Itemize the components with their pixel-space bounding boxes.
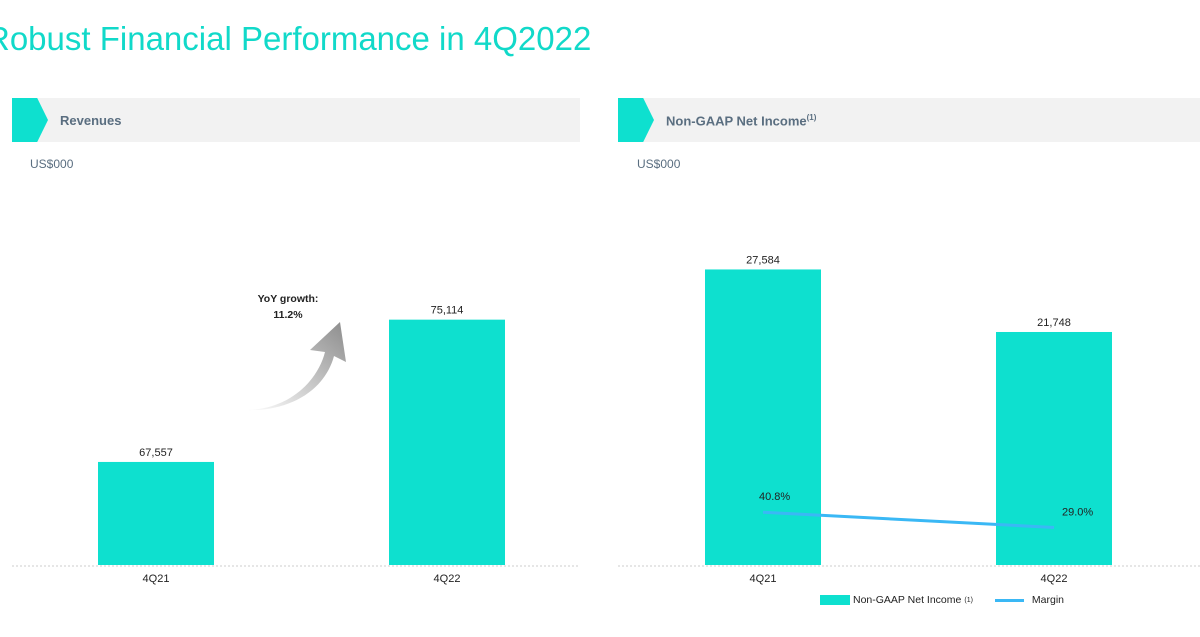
x-tick-label: 4Q21 <box>750 573 777 585</box>
legend-net-income: Non-GAAP Net Income <box>853 594 962 606</box>
yoy-label: YoY growth: <box>258 293 319 305</box>
net-income-title-text: Non-GAAP Net Income <box>666 113 807 129</box>
net-income-bar <box>996 331 1112 565</box>
revenue-bar <box>98 461 214 565</box>
revenue-bar <box>389 319 505 565</box>
net-income-unit: US$000 <box>637 157 681 171</box>
legend-footnote: (1) <box>964 596 973 604</box>
margin-line <box>762 510 1055 529</box>
revenue-value-label: 75,114 <box>431 305 464 317</box>
net-income-title: Non-GAAP Net Income(1) <box>666 113 816 128</box>
growth-arrow-icon <box>245 322 346 411</box>
net-income-bar <box>705 269 821 565</box>
yoy-value: 11.2% <box>273 309 303 321</box>
legend-line-swatch <box>994 598 1024 602</box>
net-income-header: Non-GAAP Net Income(1) <box>618 98 1200 142</box>
margin-value-label: 40.8% <box>759 491 790 503</box>
footnote-marker: (1) <box>806 113 817 122</box>
legend: Non-GAAP Net Income (1) Margin <box>820 594 1064 606</box>
legend-margin: Margin <box>1031 594 1065 606</box>
x-tick-label: 4Q21 <box>143 573 170 585</box>
revenues-header: Revenues <box>12 98 580 142</box>
net-income-value-label: 21,748 <box>1037 317 1071 329</box>
margin-value-label: 29.0% <box>1062 507 1093 519</box>
revenues-unit: US$000 <box>30 157 74 171</box>
revenues-title: Revenues <box>60 113 122 128</box>
x-tick-label: 4Q22 <box>1041 573 1068 585</box>
legend-bar-swatch <box>820 595 850 605</box>
revenue-value-label: 67,557 <box>139 447 173 459</box>
page-title: Robust Financial Performance in 4Q2022 <box>0 20 592 57</box>
net-income-value-label: 27,584 <box>746 254 780 266</box>
x-tick-label: 4Q22 <box>434 573 461 585</box>
